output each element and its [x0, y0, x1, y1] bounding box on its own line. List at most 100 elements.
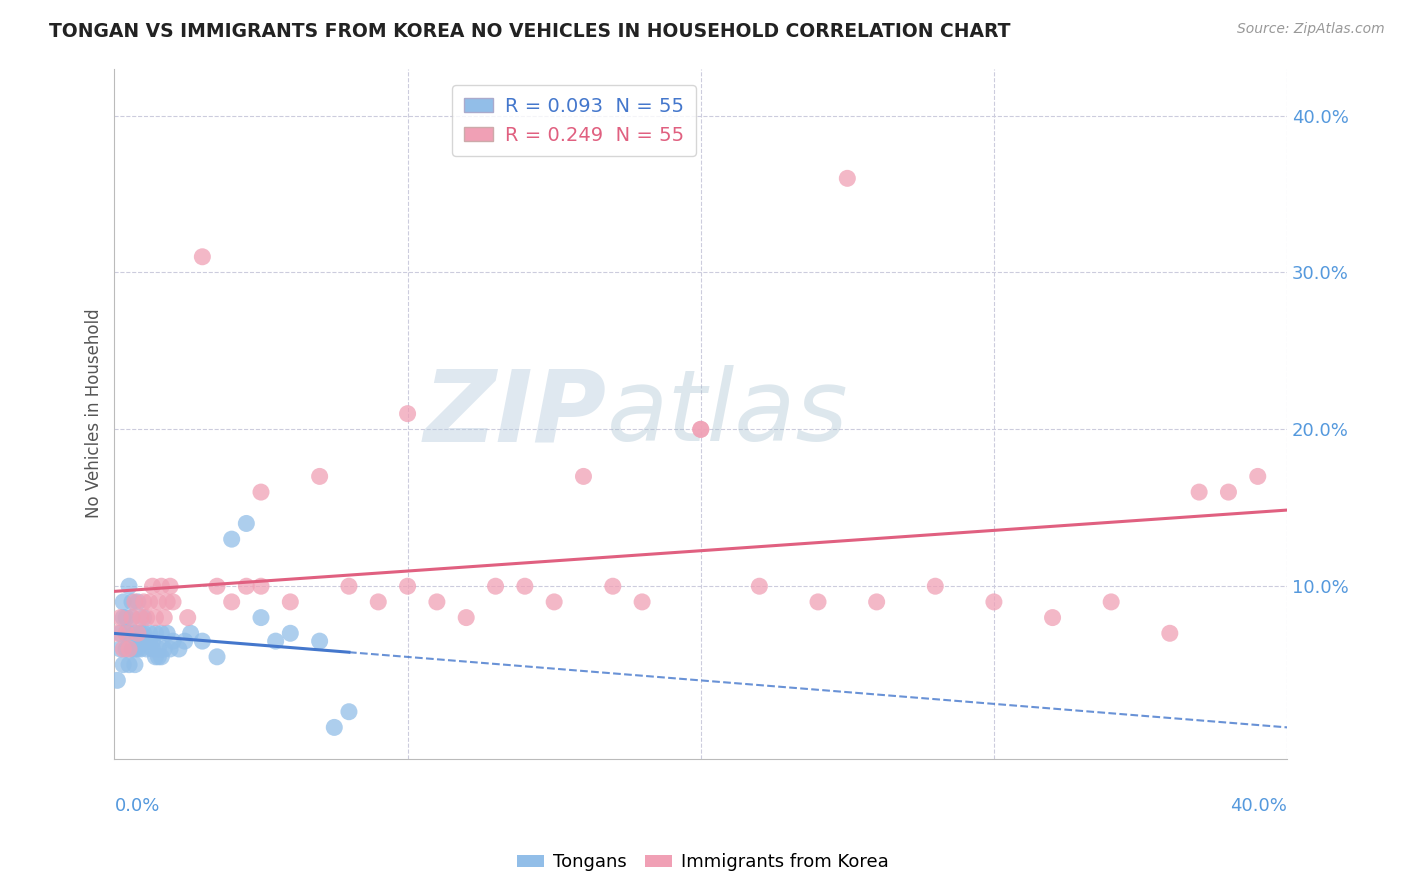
Point [689, 422, 711, 436]
Point [689, 422, 711, 436]
Point [132, 595, 155, 609]
Text: 0.0%: 0.0% [114, 797, 160, 814]
Point [153, 610, 176, 624]
Point [138, 626, 160, 640]
Point [132, 634, 155, 648]
Point [153, 642, 176, 657]
Point [205, 579, 228, 593]
Point [150, 626, 173, 640]
Point [141, 642, 163, 657]
Point [264, 634, 287, 648]
Point [121, 642, 143, 657]
Text: ZIP: ZIP [425, 365, 607, 462]
Point [1099, 595, 1122, 609]
Point [572, 469, 595, 483]
Point [205, 649, 228, 664]
Point [115, 642, 138, 657]
Point [148, 649, 170, 664]
Point [156, 595, 179, 609]
Point [159, 579, 181, 593]
Point [167, 642, 190, 657]
Point [112, 595, 135, 609]
Point [396, 579, 419, 593]
Point [250, 485, 273, 500]
Point [129, 626, 152, 640]
Point [1042, 610, 1064, 624]
Point [396, 407, 419, 421]
Point [631, 595, 654, 609]
Point [148, 642, 170, 657]
Point [426, 595, 449, 609]
Point [132, 626, 155, 640]
Point [837, 171, 859, 186]
Point [484, 579, 506, 593]
Point [124, 642, 146, 657]
Point [115, 610, 138, 624]
Point [110, 626, 132, 640]
Point [308, 634, 330, 648]
Point [221, 532, 243, 546]
Point [150, 649, 173, 664]
Point [127, 626, 149, 640]
Point [110, 642, 132, 657]
Point [1218, 485, 1240, 500]
Point [141, 579, 163, 593]
Point [124, 595, 146, 609]
Point [543, 595, 565, 609]
Point [129, 642, 152, 657]
Point [121, 610, 143, 624]
Point [162, 634, 184, 648]
Point [235, 579, 257, 593]
Text: Source: ZipAtlas.com: Source: ZipAtlas.com [1237, 22, 1385, 37]
Point [118, 657, 141, 672]
Point [110, 610, 132, 624]
Point [156, 626, 179, 640]
Point [118, 642, 141, 657]
Point [1188, 485, 1211, 500]
Text: TONGAN VS IMMIGRANTS FROM KOREA NO VEHICLES IN HOUSEHOLD CORRELATION CHART: TONGAN VS IMMIGRANTS FROM KOREA NO VEHIC… [49, 22, 1011, 41]
Point [132, 610, 155, 624]
Point [105, 673, 128, 688]
Point [135, 610, 157, 624]
Point [278, 626, 301, 640]
Point [135, 634, 157, 648]
Legend: Tongans, Immigrants from Korea: Tongans, Immigrants from Korea [510, 847, 896, 879]
Point [1247, 469, 1270, 483]
Point [180, 626, 202, 640]
Point [145, 626, 167, 640]
Point [235, 516, 257, 531]
Point [173, 634, 195, 648]
Point [138, 595, 160, 609]
Point [159, 642, 181, 657]
Point [337, 705, 360, 719]
Point [337, 579, 360, 593]
Point [177, 610, 200, 624]
Point [748, 579, 770, 593]
Point [807, 595, 830, 609]
Point [148, 595, 170, 609]
Point [866, 595, 889, 609]
Point [191, 634, 214, 648]
Point [105, 626, 128, 640]
Point [323, 720, 346, 734]
Point [118, 626, 141, 640]
Point [129, 610, 152, 624]
Point [983, 595, 1005, 609]
Point [121, 610, 143, 624]
Point [513, 579, 536, 593]
Point [162, 595, 184, 609]
Point [121, 595, 143, 609]
Point [250, 610, 273, 624]
Point [118, 579, 141, 593]
Point [124, 626, 146, 640]
Point [124, 657, 146, 672]
Y-axis label: No Vehicles in Household: No Vehicles in Household [86, 309, 103, 518]
Point [221, 595, 243, 609]
Point [145, 610, 167, 624]
Point [127, 595, 149, 609]
Point [191, 250, 214, 264]
Point [135, 642, 157, 657]
Point [250, 579, 273, 593]
Point [924, 579, 946, 593]
Legend: R = 0.093  N = 55, R = 0.249  N = 55: R = 0.093 N = 55, R = 0.249 N = 55 [453, 85, 696, 156]
